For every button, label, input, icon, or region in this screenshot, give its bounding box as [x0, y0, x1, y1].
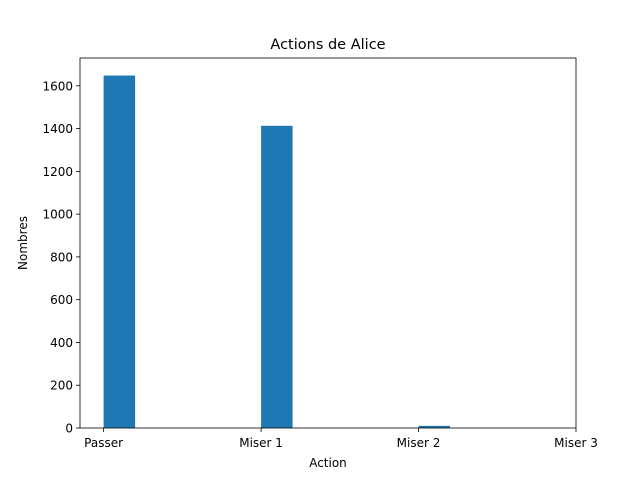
- y-tick-label: 200: [50, 379, 73, 393]
- y-tick-label: 1000: [42, 208, 73, 222]
- y-tick-label: 800: [50, 250, 73, 264]
- y-tick-label: 1600: [42, 79, 73, 93]
- y-tick-label: 1400: [42, 122, 73, 136]
- bar-miser-1: [261, 125, 293, 428]
- plot-frame: [79, 57, 577, 429]
- y-axis-title: Nombres: [16, 216, 30, 270]
- x-axis-title: Action: [309, 456, 347, 470]
- y-tick-label: 1200: [42, 165, 73, 179]
- x-tick-label: Passer: [84, 436, 123, 450]
- bar-passer: [103, 75, 136, 429]
- y-tick-label: 600: [50, 293, 73, 307]
- y-tick-label: 400: [50, 336, 73, 350]
- chart-title: Actions de Alice: [270, 37, 385, 53]
- bars-group: [103, 75, 451, 429]
- x-tick-label: Miser 3: [554, 436, 598, 450]
- x-tick-label: Miser 1: [239, 436, 283, 450]
- y-axis-ticks: 0 200 400 600 800 1000 1200 1400 1600: [42, 79, 80, 436]
- y-tick-label: 0: [65, 422, 73, 436]
- x-axis-ticks: Passer Miser 1 Miser 2 Miser 3: [84, 428, 598, 450]
- bar-miser-2: [418, 425, 451, 428]
- x-tick-label: Miser 2: [397, 436, 441, 450]
